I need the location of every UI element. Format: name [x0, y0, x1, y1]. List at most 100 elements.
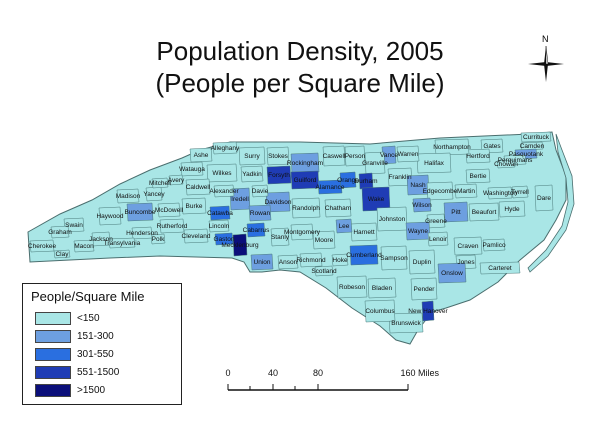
county-label-gaston: Gaston	[214, 236, 235, 243]
county-buncombe	[126, 202, 154, 222]
county-gaston	[214, 232, 234, 246]
county-label-sampson: Sampson	[380, 255, 408, 262]
county-tyrrell	[511, 185, 529, 199]
county-forsyth	[266, 165, 292, 185]
county-label-randolph: Randolph	[292, 205, 320, 212]
county-lee	[335, 218, 353, 234]
county-wilson	[412, 197, 432, 213]
county-craven	[453, 236, 483, 256]
county-label-bladen: Bladen	[372, 285, 393, 292]
county-catawba	[209, 205, 231, 221]
county-label-moore: Moore	[315, 237, 334, 244]
county-stanly	[270, 227, 290, 247]
county-label-mcdowell: McDowell	[155, 207, 184, 214]
county-label-forsyth: Forsyth	[268, 172, 290, 179]
county-label-ashe: Ashe	[194, 152, 209, 159]
county-label-mecklenburg: Mecklenburg	[221, 242, 259, 249]
county-label-hoke: Hoke	[332, 257, 348, 264]
county-label-pender: Pender	[414, 286, 436, 293]
county-label-lee: Lee	[339, 223, 350, 230]
county-label-nash: Nash	[410, 182, 426, 189]
county-camden	[520, 141, 544, 151]
county-alamance	[317, 179, 343, 195]
county-label-rowan: Rowan	[250, 210, 271, 217]
county-label-vance: Vance	[380, 152, 398, 159]
county-label-beaufort: Beaufort	[472, 209, 497, 216]
county-label-polk: Polk	[152, 236, 165, 243]
county-pamlico	[482, 238, 506, 252]
county-label-mitchell: Mitchell	[149, 180, 172, 187]
county-label-currituck: Currituck	[523, 134, 550, 141]
county-martin	[454, 183, 478, 199]
county-label-davie: Davie	[252, 188, 269, 195]
county-label-pitt: Pitt	[451, 209, 461, 216]
county-haywood	[98, 206, 122, 226]
county-label-scotland: Scotland	[311, 268, 337, 275]
county-label-hyde: Hyde	[504, 206, 520, 213]
county-label-caldwell: Caldwell	[186, 184, 211, 191]
county-mcdowell	[157, 202, 181, 218]
county-alexander	[213, 184, 235, 198]
county-label-guilford: Guilford	[294, 177, 317, 184]
scale-bar: 0 40 80 160 Miles	[218, 368, 439, 398]
scale-bar-graphic	[227, 384, 409, 391]
county-label-macon: Macon	[74, 243, 94, 250]
legend-row-4: 551-1500	[35, 365, 119, 379]
county-label-warren: Warren	[397, 151, 418, 158]
county-lincoln	[208, 219, 230, 233]
county-label-edgecombe: Edgecombe	[423, 188, 458, 195]
county-label-montgomery: Montgomery	[284, 229, 321, 236]
county-label-alleghany: Alleghany	[211, 145, 240, 152]
county-label-person: Person	[345, 153, 366, 160]
county-label-watauga: Watauga	[179, 166, 205, 173]
county-label-duplin: Duplin	[413, 259, 432, 266]
legend-label: 151-300	[77, 330, 114, 342]
county-label-franklin: Franklin	[388, 174, 412, 181]
county-washington	[487, 186, 513, 200]
county-label-union: Union	[254, 259, 271, 266]
county-label-richmond: Richmond	[296, 257, 326, 264]
compass-north-label: N	[542, 34, 549, 44]
county-label-chatham: Chatham	[325, 205, 351, 212]
county-henderson	[131, 226, 153, 240]
county-alleghany	[212, 141, 238, 155]
county-label-alamance: Alamance	[316, 184, 345, 191]
county-label-greene: Greene	[425, 218, 447, 225]
legend-swatch	[35, 383, 71, 397]
county-label-burke: Burke	[186, 203, 203, 210]
county-label-camden: Camden	[520, 143, 545, 150]
county-hertford	[465, 148, 491, 164]
county-bertie	[465, 168, 491, 184]
county-label-clay: Clay	[55, 251, 69, 258]
county-montgomery	[290, 223, 314, 241]
county-graham	[50, 225, 70, 239]
county-clay	[53, 249, 71, 259]
county-chatham	[324, 198, 352, 218]
county-label-gates: Gates	[483, 143, 501, 150]
county-scotland	[314, 265, 334, 277]
county-surry	[238, 146, 266, 166]
county-label-chowan: Chowan	[494, 161, 518, 168]
county-label-durham: Durham	[354, 178, 377, 185]
legend-row-2: 151-300	[35, 329, 114, 343]
county-warren	[396, 145, 420, 163]
county-label-harnett: Harnett	[353, 229, 375, 236]
county-duplin	[408, 249, 436, 275]
county-harnett	[350, 222, 378, 242]
county-label-halifax: Halifax	[424, 160, 445, 167]
county-label-martin: Martin	[457, 188, 475, 195]
county-label-wilson: Wilson	[412, 202, 432, 209]
county-label-columbus: Columbus	[365, 308, 395, 315]
outer-banks	[527, 133, 575, 273]
county-label-madison: Madison	[116, 193, 141, 200]
county-label-rockingham: Rockingham	[287, 160, 323, 167]
county-label-graham: Graham	[48, 229, 71, 236]
county-label-yadkin: Yadkin	[242, 171, 262, 178]
county-label-cabarrus: Cabarrus	[243, 227, 270, 234]
county-stokes	[266, 146, 290, 166]
county-label-stanly: Stanly	[271, 234, 290, 241]
county-label-yancey: Yancey	[143, 191, 165, 198]
scale-units: Miles	[418, 368, 440, 378]
county-caswell	[322, 145, 346, 167]
